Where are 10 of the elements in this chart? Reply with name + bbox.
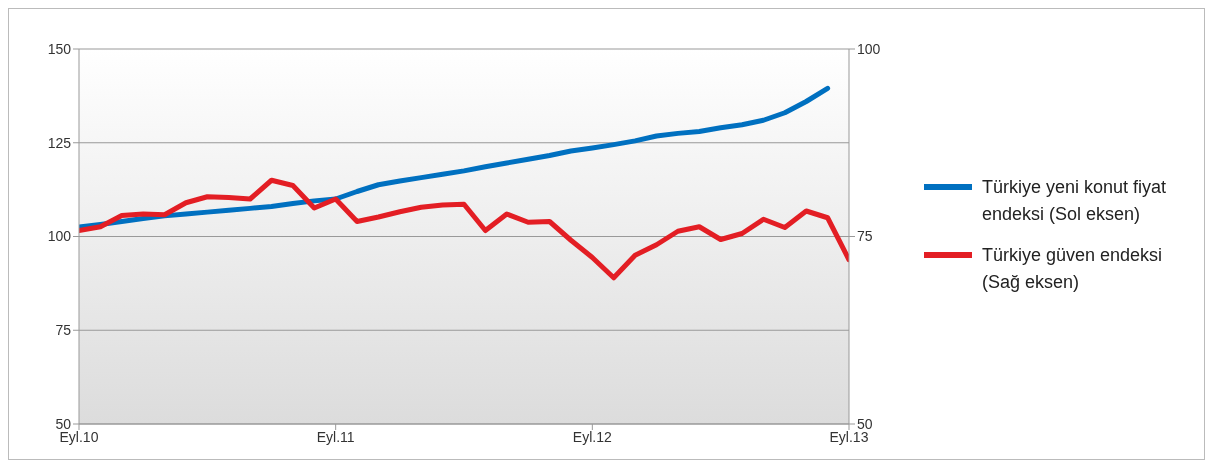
y2-tick-label: 75 (857, 228, 873, 245)
legend-label: Türkiye yeni konut fiyat endeksi (Sol eksen) (982, 176, 1167, 226)
x-tick-label: Eyl.11 (316, 428, 355, 445)
y-tick-label: 150 (47, 40, 72, 57)
x-tick-label: Eyl.12 (572, 428, 612, 445)
y-tick-label: 100 (47, 228, 72, 245)
y-tick-label: 125 (47, 134, 72, 151)
y-tick-label: 75 (55, 322, 72, 339)
legend-label: Türkiye güven endeksi (Sağ eksen) (982, 244, 1164, 294)
y2-tick-label: 100 (857, 40, 881, 57)
